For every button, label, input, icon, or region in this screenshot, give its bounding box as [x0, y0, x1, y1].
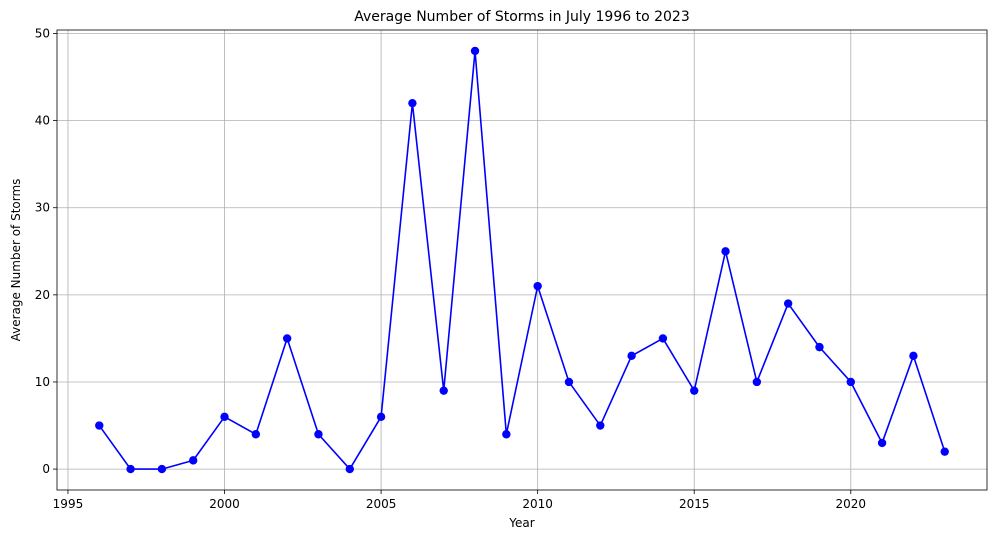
- series-group: [95, 46, 949, 474]
- data-point: [251, 430, 261, 439]
- data-point: [439, 386, 448, 395]
- data-point: [658, 334, 668, 343]
- data-point: [126, 464, 135, 474]
- data-point: [940, 447, 949, 456]
- data-point: [564, 377, 574, 387]
- x-tick-label: 2020: [836, 497, 867, 511]
- chart-title: Average Number of Storms in July 1996 to…: [354, 9, 689, 25]
- x-axis-label: Year: [508, 516, 534, 530]
- y-tick-label: 20: [35, 288, 50, 302]
- x-tick-label: 2010: [522, 497, 553, 511]
- plot-frame: [56, 29, 988, 491]
- data-point: [282, 334, 292, 343]
- data-point: [596, 421, 605, 430]
- x-tick-label: 1995: [53, 497, 84, 511]
- data-point: [376, 412, 386, 422]
- data-point: [533, 281, 542, 291]
- y-tick-label: 10: [35, 375, 50, 389]
- data-point: [877, 438, 887, 448]
- data-point: [157, 464, 167, 474]
- y-axis-label: Average Number of Storms: [9, 179, 23, 342]
- x-tick-label: 2005: [366, 497, 397, 511]
- data-point: [314, 430, 323, 439]
- y-tick-label: 40: [35, 114, 50, 128]
- x-axis-ticks: 1995 2000 2005 2010 2015 2020: [53, 490, 866, 511]
- data-point: [846, 377, 855, 387]
- x-tick-label: 2015: [679, 497, 710, 511]
- data-point: [189, 456, 198, 465]
- data-point: [345, 464, 354, 474]
- data-point: [690, 386, 699, 395]
- y-tick-label: 0: [42, 462, 50, 476]
- data-point: [470, 46, 480, 56]
- x-tick-label: 2000: [209, 497, 240, 511]
- data-point: [815, 342, 824, 352]
- data-point: [721, 247, 730, 256]
- data-point: [408, 98, 417, 108]
- data-point: [95, 421, 104, 430]
- y-tick-label: 30: [35, 201, 50, 215]
- data-point: [909, 351, 918, 361]
- series-line: [98, 50, 946, 470]
- data-point: [502, 430, 511, 439]
- grid: [57, 30, 987, 490]
- y-tick-label: 50: [35, 26, 50, 40]
- data-point: [752, 377, 762, 387]
- data-point: [627, 351, 636, 361]
- data-point: [220, 412, 229, 422]
- data-point: [783, 299, 793, 308]
- y-axis-ticks: 0 10 20 30 40 50: [35, 26, 57, 476]
